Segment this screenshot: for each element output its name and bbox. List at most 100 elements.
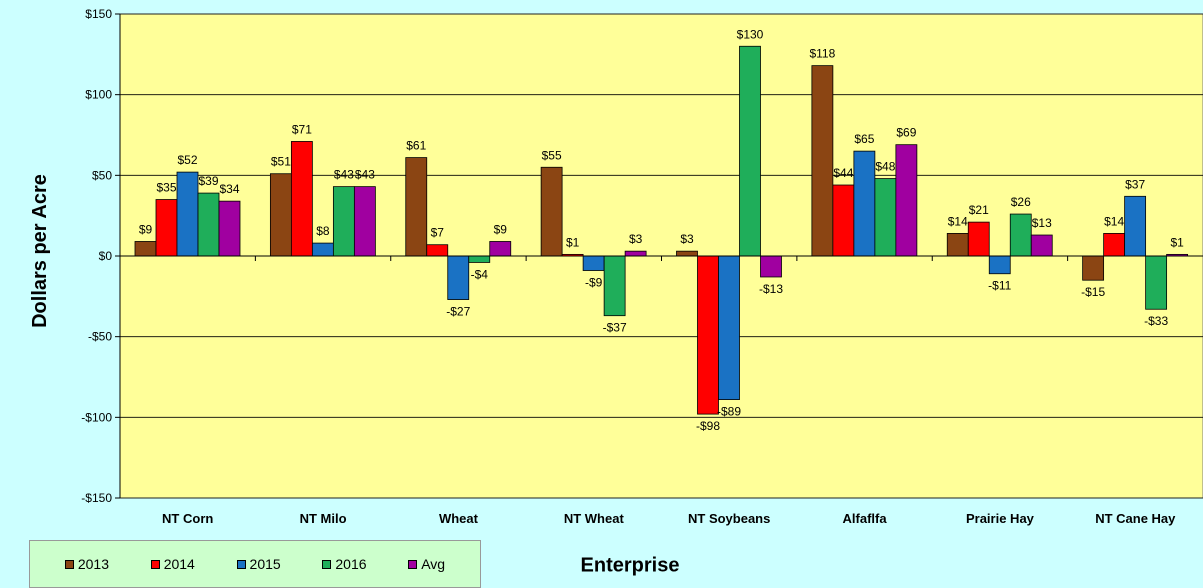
bar-2016 [739,45,761,257]
x-category-label: Wheat [439,511,479,526]
bar-2016 [1009,213,1032,257]
data-label: $14 [948,214,968,228]
data-label: -$9 [585,276,603,290]
data-label: $71 [292,122,312,136]
bar-avg [218,200,241,257]
legend-label: Avg [421,556,446,572]
data-label: -$15 [1081,285,1105,299]
bar-avg [489,241,512,257]
bar-2016 [468,255,491,263]
bar-2016 [332,186,355,257]
y-tick-label: -$50 [88,330,112,344]
data-label: $52 [177,153,197,167]
bar-2013 [405,157,428,257]
x-axis-title: Enterprise [580,554,680,577]
bar-2016 [1145,255,1168,310]
bar-2014 [967,221,990,257]
data-label: $3 [680,232,694,246]
data-label: $14 [1104,214,1124,228]
bar-avg [1030,234,1053,257]
bar-2016 [874,178,897,257]
data-label: -$33 [1144,314,1168,328]
bar-avg [760,255,782,278]
bar-2014 [290,141,313,257]
bar-2013 [540,166,563,257]
data-label: $35 [156,181,176,195]
y-tick-label: $0 [99,249,113,263]
legend-item: 2013 [64,556,109,572]
data-label: $69 [896,126,916,140]
y-tick-label: $50 [92,168,112,182]
legend-label: 2015 [249,556,281,572]
legend: 2013 2014 2015 2016 Avg [29,540,481,588]
data-label: $21 [969,203,989,217]
data-label: -$89 [717,405,741,419]
data-label: $118 [809,47,835,61]
data-label: $26 [1011,195,1031,209]
legend-swatch [64,559,74,569]
bar-2015 [1124,195,1147,257]
legend-item: 2015 [236,556,281,572]
data-label: $51 [271,155,291,169]
legend-item: 2014 [150,556,195,572]
data-label: $9 [139,222,153,236]
data-label: $43 [334,168,354,182]
x-category-label: Prairie Hay [966,511,1035,526]
x-category-label: Alfaflfa [843,511,888,526]
x-category-label: NT Soybeans [688,511,770,526]
bar-2015 [311,242,334,257]
bar-2013 [134,241,157,257]
bar-2013 [269,173,292,257]
legend-item: Avg [408,556,445,572]
data-label: $37 [1125,177,1145,191]
data-label: $8 [316,224,330,238]
bar-2015 [853,150,876,257]
data-label: -$13 [759,282,783,296]
data-label: -$98 [696,419,720,433]
bar-2016 [197,192,220,257]
x-category-label: NT Wheat [564,511,625,526]
legend-label: 2016 [335,556,367,572]
data-label: $48 [875,160,895,174]
bar-2015 [582,255,605,271]
y-tick-label: -$150 [81,491,112,505]
data-label: $44 [833,166,853,180]
data-label: $65 [854,132,874,146]
bar-2014 [1103,233,1126,257]
data-label: $1 [566,235,580,249]
y-axis-title: Dollars per Acre [29,174,51,328]
data-label: $34 [219,182,239,196]
y-tick-label: -$100 [81,410,112,424]
bar-2015 [176,171,199,257]
y-tick-label: $150 [85,7,112,21]
x-category-label: NT Cane Hay [1095,511,1176,526]
legend-item: 2016 [322,556,367,572]
bar-avg [353,186,376,257]
bar-2013 [811,65,834,257]
bar-2013 [1082,255,1105,281]
bar-2015 [447,255,470,300]
y-tick-label: $100 [85,88,112,102]
bar-2014 [426,244,449,257]
legend-swatch [236,559,246,569]
bar-2014 [697,255,719,415]
bar-avg [895,144,918,257]
data-label: $130 [737,27,764,41]
bar-2013 [946,233,969,257]
x-category-label: NT Milo [300,511,347,526]
legend-swatch [322,559,332,569]
bar-2016 [603,255,626,317]
legend-label: 2013 [77,556,109,572]
data-label: $61 [406,139,426,153]
data-label: $3 [629,232,643,246]
legend-swatch [408,559,418,569]
bar-2015 [718,255,740,400]
bar-2014 [155,199,178,257]
data-label: $1 [1170,235,1184,249]
data-label: -$11 [988,279,1011,293]
legend-swatch [150,559,160,569]
data-label: $7 [431,226,445,240]
data-label: $39 [198,174,218,188]
data-label: -$27 [446,305,470,319]
